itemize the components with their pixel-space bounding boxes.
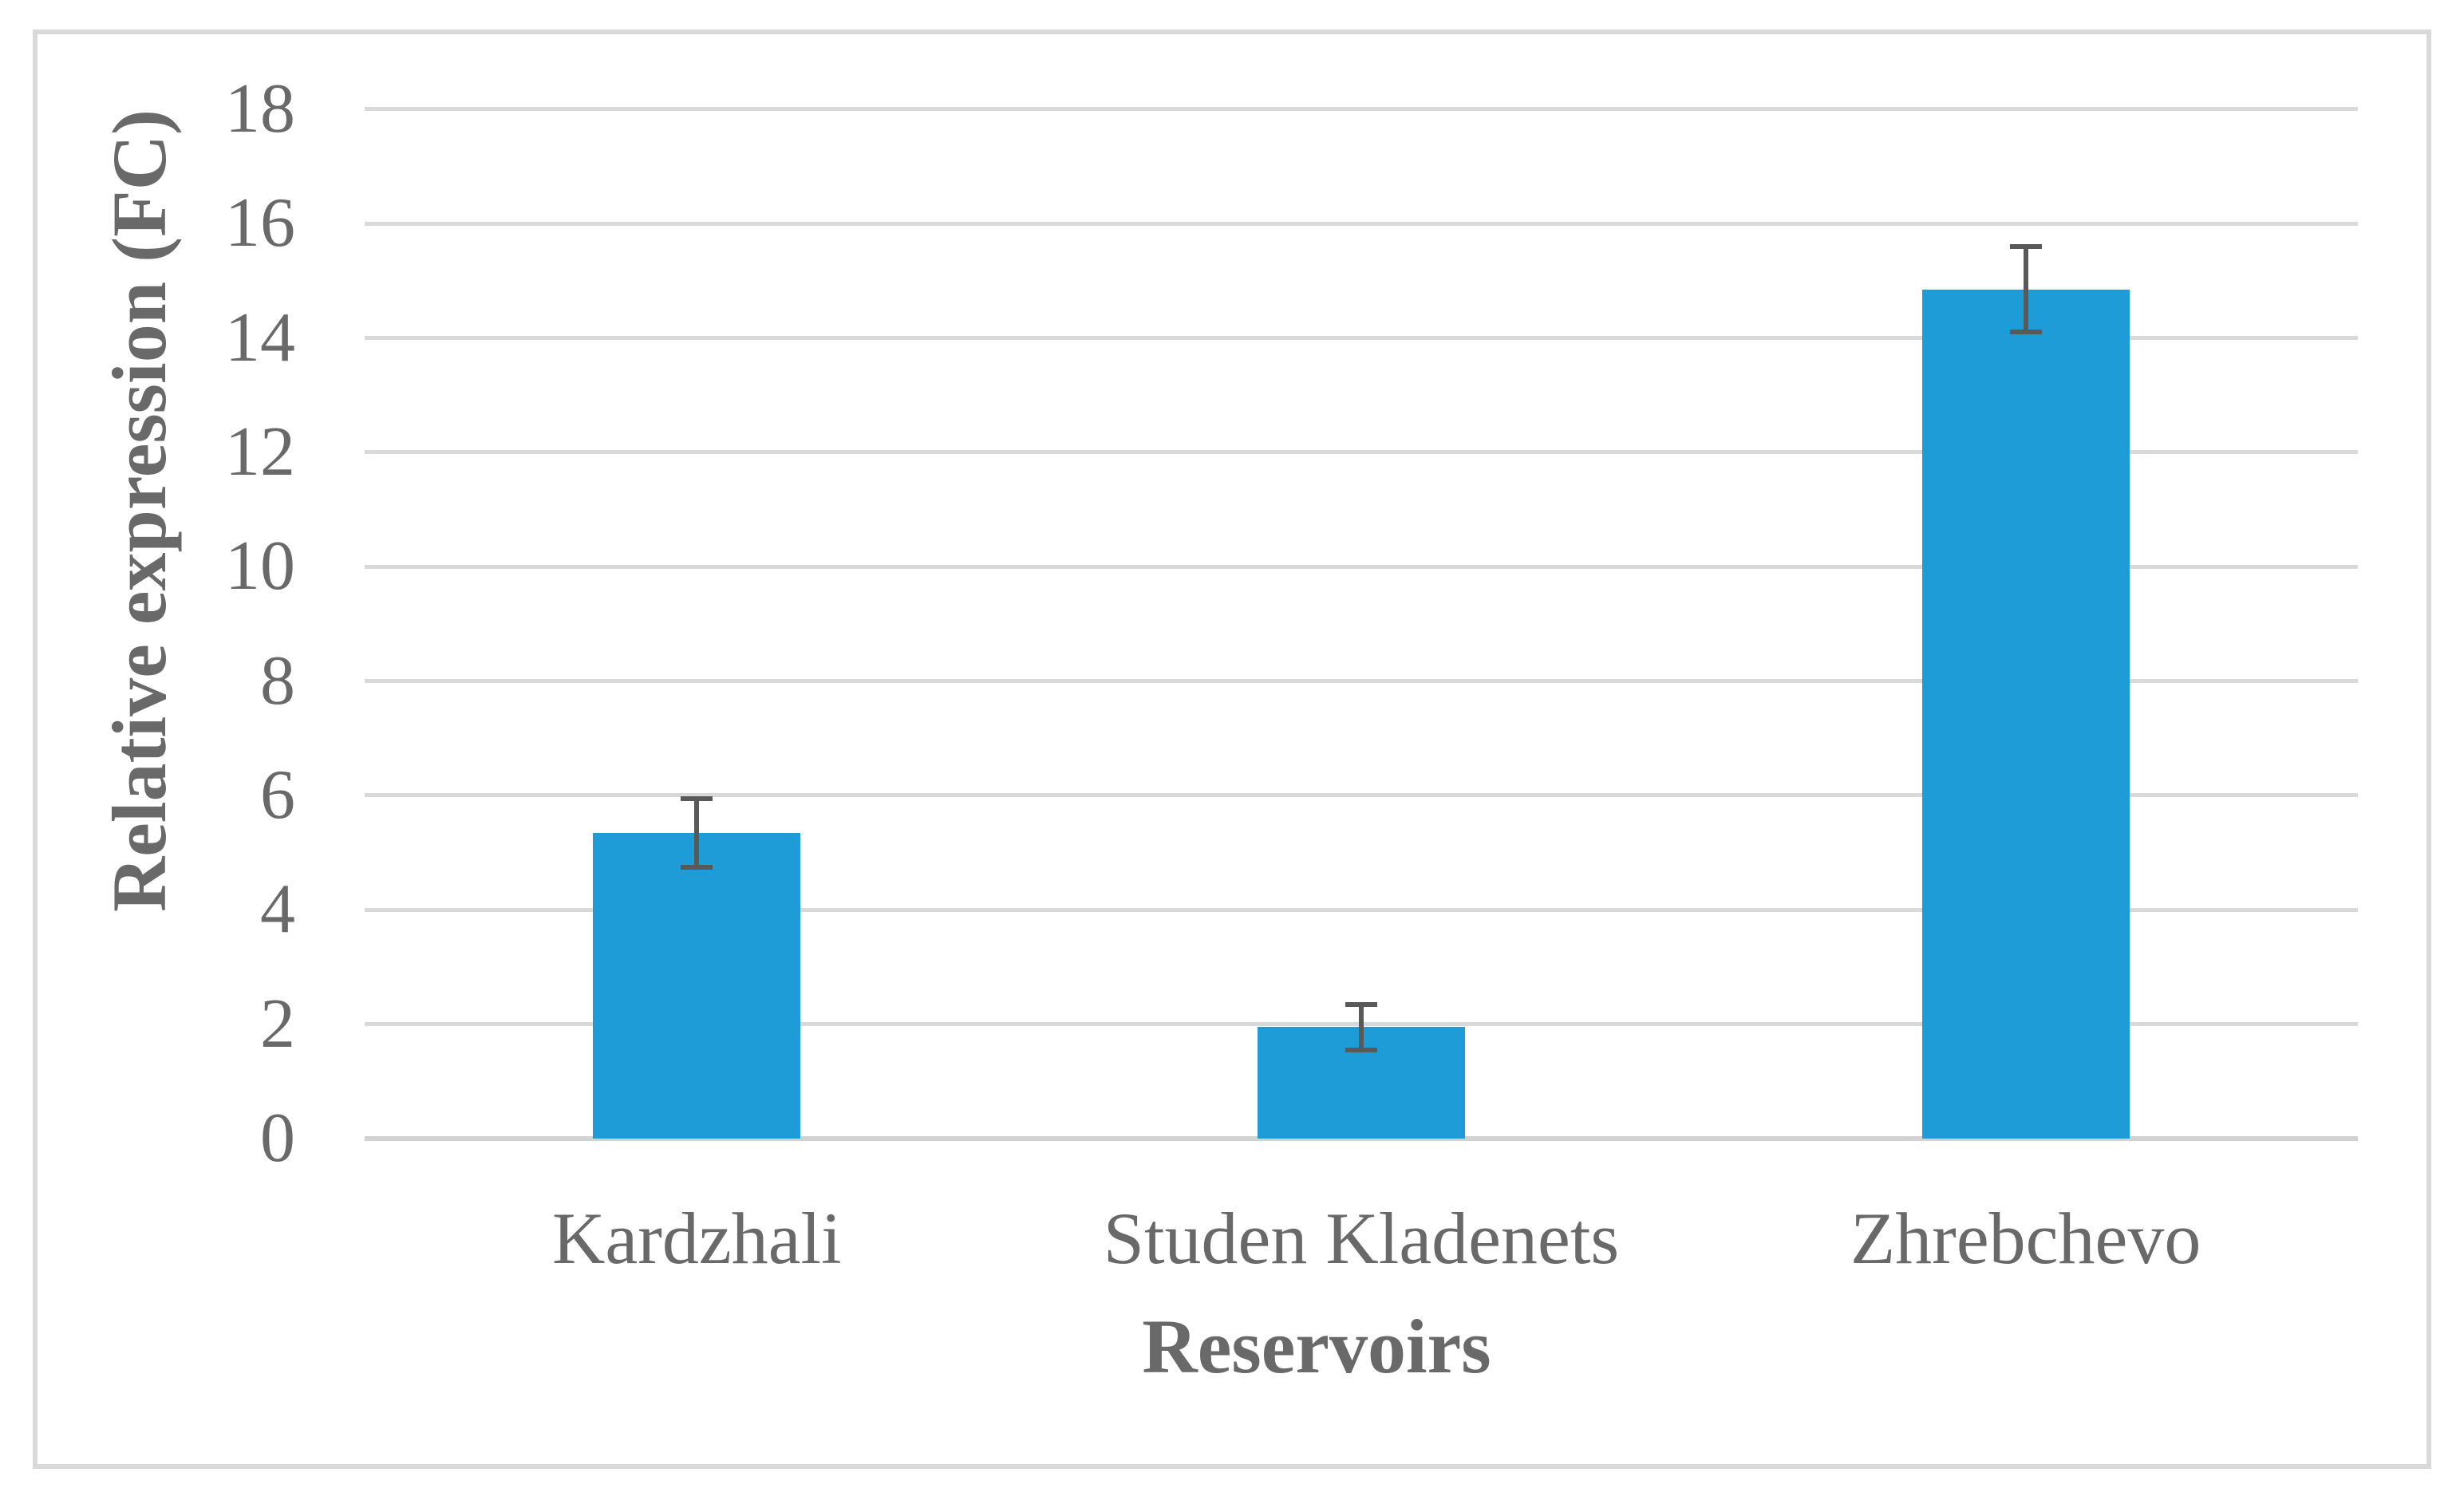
error-bar-cap-top — [681, 795, 713, 801]
gridline-y10 — [365, 564, 2358, 569]
gridline-y16 — [365, 221, 2358, 226]
bar-kardzhali — [593, 832, 801, 1139]
error-bar-cap-top — [2009, 243, 2042, 249]
error-bar-stem — [2023, 246, 2028, 333]
error-bar-stem — [694, 798, 700, 867]
error-bar-cap-bottom — [681, 864, 713, 870]
gridline-y6 — [365, 793, 2358, 798]
error-bar-cap-bottom — [1345, 1047, 1377, 1052]
y-tick-label-6: 6 — [260, 756, 295, 834]
x-category-label-zhrebchevo: Zhrebchevo — [1850, 1198, 2201, 1279]
y-tick-label-0: 0 — [260, 1099, 295, 1177]
gridline-y12 — [365, 450, 2358, 455]
y-tick-label-2: 2 — [260, 985, 295, 1063]
error-bar-stem — [1359, 1004, 1364, 1050]
y-tick-label-4: 4 — [260, 870, 295, 949]
gridline-y8 — [365, 679, 2358, 684]
bar-zhrebchevo — [1921, 289, 2130, 1139]
x-axis-title: Reservoirs — [1142, 1304, 1491, 1389]
y-tick-label-10: 10 — [225, 527, 295, 606]
y-tick-label-16: 16 — [225, 184, 295, 262]
gridline-y4 — [365, 907, 2358, 912]
x-category-label-studen-kladenets: Studen Kladenets — [1103, 1198, 1620, 1279]
gridline-y18 — [365, 107, 2358, 112]
error-bar-cap-top — [1345, 1001, 1377, 1007]
y-tick-label-8: 8 — [260, 641, 295, 720]
y-tick-label-14: 14 — [225, 298, 295, 377]
y-tick-label-12: 12 — [225, 412, 295, 491]
x-axis-line — [365, 1136, 2358, 1141]
gridline-y14 — [365, 336, 2358, 341]
error-bar-cap-bottom — [2009, 330, 2042, 335]
y-tick-label-18: 18 — [225, 69, 295, 148]
x-category-label-kardzhali: Kardzhali — [551, 1198, 842, 1279]
